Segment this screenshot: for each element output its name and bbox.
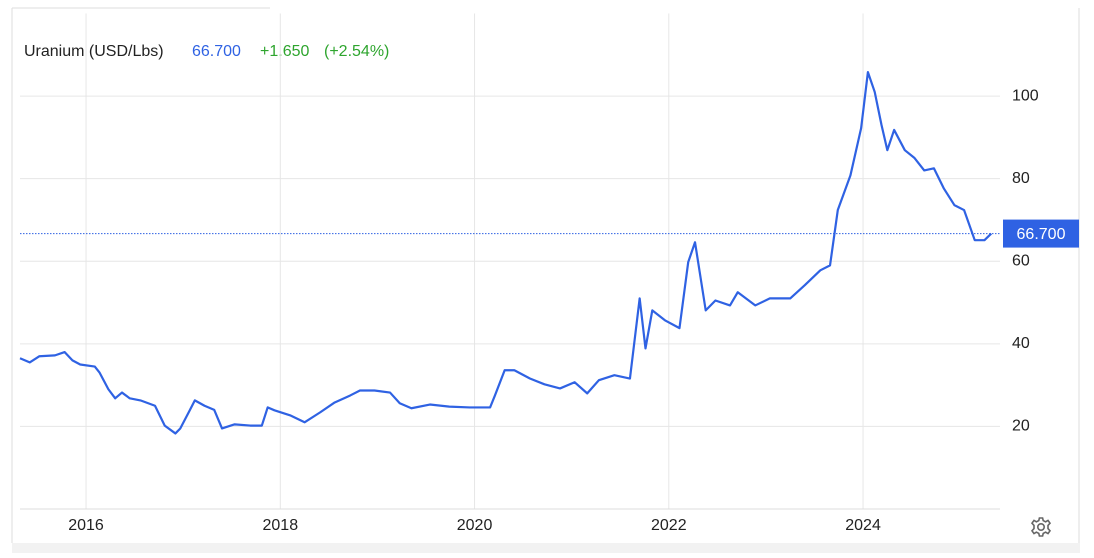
y-tick-label: 20 — [1012, 418, 1030, 435]
x-tick-label: 2018 — [263, 517, 299, 534]
price-change: +1.650 — [260, 43, 309, 60]
y-tick-label: 100 — [1012, 87, 1039, 104]
y-tick-label: 80 — [1012, 170, 1030, 187]
x-tick-label: 2020 — [457, 517, 493, 534]
bottom-strip — [12, 543, 1080, 553]
x-tick-label: 2022 — [651, 517, 687, 534]
price-line — [19, 71, 993, 435]
price-tag-label: 66.700 — [1017, 226, 1066, 243]
y-tick-label: 60 — [1012, 252, 1030, 269]
price-change-pct: (+2.54%) — [324, 43, 389, 60]
series-name: Uranium (USD/Lbs) — [24, 43, 164, 60]
grid — [20, 13, 1000, 509]
price-tag — [1003, 219, 1079, 248]
x-tick-label: 2024 — [845, 517, 881, 534]
settings-icon[interactable] — [1030, 517, 1052, 537]
y-tick-label: 40 — [1012, 335, 1030, 352]
x-tick-label: 2016 — [68, 517, 104, 534]
last-price: 66.700 — [192, 43, 241, 60]
